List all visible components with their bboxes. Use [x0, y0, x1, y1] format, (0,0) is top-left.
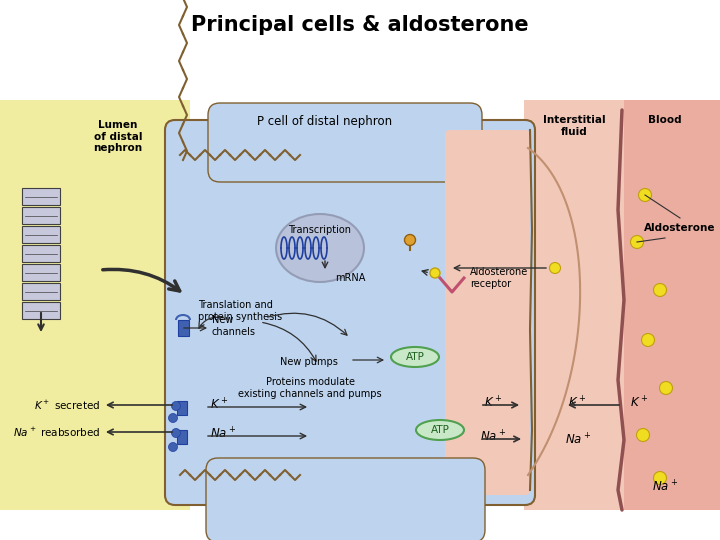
Text: $Na^+$ reabsorbed: $Na^+$ reabsorbed [12, 426, 100, 438]
Bar [177, 401, 187, 415]
Text: $K^+$: $K^+$ [210, 397, 228, 413]
Text: $Na^+$: $Na^+$ [652, 480, 678, 495]
Circle shape [549, 262, 560, 273]
Text: Translation and
protein synthesis: Translation and protein synthesis [198, 300, 282, 322]
Text: Proteins modulate
existing channels and pumps: Proteins modulate existing channels and … [238, 377, 382, 399]
Bar [22, 226, 60, 243]
Circle shape [430, 268, 440, 278]
Bar [22, 264, 60, 281]
Text: $K^+$: $K^+$ [484, 395, 502, 410]
Text: Interstitial
fluid: Interstitial fluid [543, 115, 606, 137]
Circle shape [660, 381, 672, 395]
Bar [524, 100, 624, 510]
Circle shape [642, 334, 654, 347]
Bar [22, 188, 60, 205]
Bar [22, 207, 60, 224]
Text: $K^+$: $K^+$ [630, 395, 648, 410]
Bar [177, 430, 187, 444]
FancyBboxPatch shape [206, 458, 485, 540]
Circle shape [654, 471, 667, 484]
Text: P cell of distal nephron: P cell of distal nephron [258, 115, 392, 128]
Text: ATP: ATP [431, 425, 449, 435]
Bar [22, 302, 60, 319]
Circle shape [171, 402, 181, 410]
Circle shape [636, 429, 649, 442]
Circle shape [405, 234, 415, 246]
Text: New
channels: New channels [212, 315, 256, 337]
Text: $Na^+$: $Na^+$ [210, 427, 236, 442]
Text: $Na^+$: $Na^+$ [565, 433, 591, 448]
Circle shape [631, 235, 644, 248]
Text: $Na^+$: $Na^+$ [480, 429, 506, 444]
Text: Blood: Blood [648, 115, 682, 125]
FancyBboxPatch shape [445, 130, 530, 495]
Text: New pumps: New pumps [280, 357, 338, 367]
Text: Aldosterone: Aldosterone [644, 223, 715, 233]
Text: Transcription: Transcription [289, 225, 351, 235]
Ellipse shape [391, 347, 439, 367]
Text: Lumen
of distal
nephron: Lumen of distal nephron [94, 120, 143, 153]
Bar [624, 100, 720, 510]
Circle shape [168, 442, 178, 451]
Bar [178, 320, 189, 336]
Text: Aldosterone
receptor: Aldosterone receptor [470, 267, 528, 289]
Ellipse shape [276, 214, 364, 282]
FancyBboxPatch shape [165, 120, 535, 505]
Text: Principal cells & aldosterone: Principal cells & aldosterone [192, 15, 528, 35]
Circle shape [639, 188, 652, 201]
Text: ATP: ATP [405, 352, 424, 362]
Text: $K^+$ secreted: $K^+$ secreted [34, 399, 100, 411]
Circle shape [168, 414, 178, 422]
Circle shape [654, 284, 667, 296]
Ellipse shape [416, 420, 464, 440]
Bar [0, 100, 190, 510]
Text: $K^+$: $K^+$ [568, 395, 586, 410]
Circle shape [171, 429, 181, 437]
FancyBboxPatch shape [208, 103, 482, 182]
Bar [22, 245, 60, 262]
Bar [22, 283, 60, 300]
Text: mRNA: mRNA [335, 273, 365, 283]
